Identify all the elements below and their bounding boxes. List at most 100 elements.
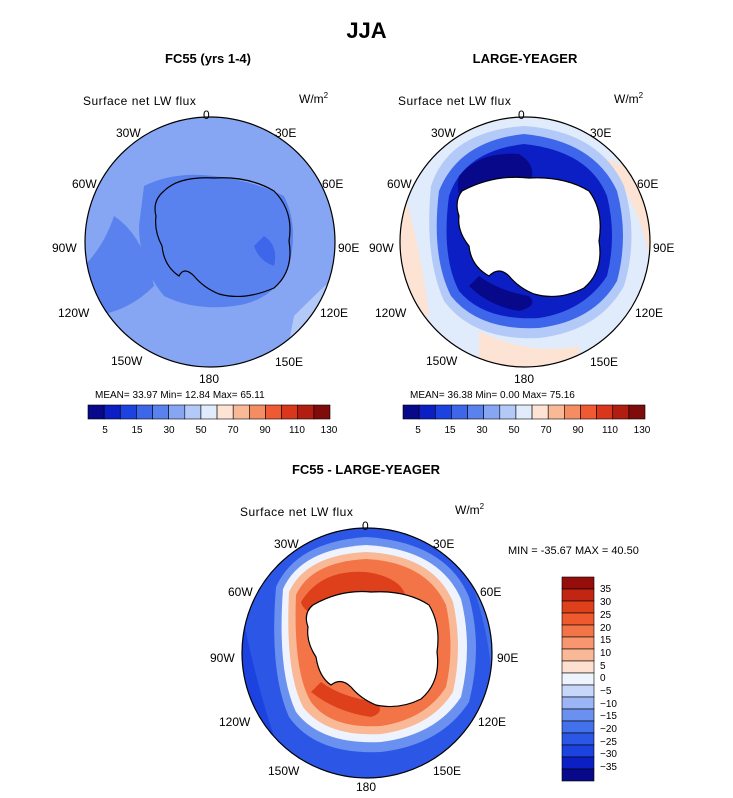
left-colorbar-tick: 110 xyxy=(289,425,305,436)
right-lon-label: 90W xyxy=(369,241,394,255)
bottom-units-label: W/m2 xyxy=(455,502,485,517)
right-colorbar-tick: 15 xyxy=(444,425,456,436)
left-lon-label: 150W xyxy=(111,354,143,368)
right-lon-label: 150E xyxy=(590,355,619,369)
bottom-lon-label: 150E xyxy=(433,764,462,778)
right-stats-label: MEAN= 36.38 Min= 0.00 Max= 75.16 xyxy=(410,390,575,401)
right-colorbar-tick: 90 xyxy=(572,425,584,436)
colorbar-swatch xyxy=(547,404,565,420)
bottom-variable-label: Surface net LW flux xyxy=(240,505,354,519)
right-units-label: W/m2 xyxy=(614,91,644,106)
left-stats-label: MEAN= 33.97 Min= 12.84 Max= 65.11 xyxy=(95,390,265,401)
right-lon-label: 120W xyxy=(375,306,407,320)
colorbar-swatch xyxy=(531,404,549,420)
left-lon-label: 30E xyxy=(275,126,297,140)
left-field-region xyxy=(139,174,293,308)
colorbar-swatch xyxy=(561,696,595,710)
left-lon-label: 90E xyxy=(338,241,360,255)
colorbar-swatch xyxy=(561,684,595,698)
colorbar-swatch xyxy=(561,600,595,614)
bottom-colorbar-tick: −35 xyxy=(600,762,617,773)
left-map-border xyxy=(84,116,336,368)
colorbar-swatch xyxy=(612,404,630,420)
bottom-colorbar-tick: 35 xyxy=(600,584,612,595)
bottom-stats-label: MIN = -35.67 MAX = 40.50 xyxy=(508,545,639,557)
colorbar-swatch xyxy=(119,404,137,420)
colorbar-swatch xyxy=(402,404,420,420)
left-colorbar xyxy=(87,404,331,420)
bottom-colorbar-tick: −10 xyxy=(600,699,617,710)
left-lon-label: 60W xyxy=(72,177,97,191)
left-polar-map xyxy=(84,116,336,368)
right-field-region xyxy=(479,331,579,367)
right-antarctica-masked xyxy=(457,177,601,297)
colorbar-swatch xyxy=(103,404,121,420)
left-colorbar-tick: 30 xyxy=(163,425,175,436)
bottom-lon-label: 30E xyxy=(433,537,455,551)
bottom-field-region xyxy=(311,682,380,717)
left-lon-label: 120E xyxy=(320,306,349,320)
right-lon-label: 150W xyxy=(426,354,458,368)
bottom-antarctica-masked xyxy=(306,591,438,707)
left-field-region xyxy=(114,131,284,176)
bottom-colorbar-tick: 5 xyxy=(600,661,606,672)
left-lon-label: 90W xyxy=(52,241,77,255)
colorbar-swatch xyxy=(561,720,595,734)
left-colorbar-tick: 90 xyxy=(259,425,271,436)
bottom-colorbar-tick: 15 xyxy=(600,635,612,646)
colorbar-swatch xyxy=(467,404,484,420)
bottom-map-border xyxy=(241,527,493,779)
right-variable-label: Surface net LW flux xyxy=(398,94,512,108)
left-lon-label: 30W xyxy=(116,126,141,140)
right-map-border xyxy=(399,116,651,368)
colorbar-swatch xyxy=(561,672,595,686)
bottom-lon-label: 30W xyxy=(274,537,299,551)
colorbar-swatch xyxy=(281,404,299,420)
right-lon-label: 180 xyxy=(514,372,535,386)
colorbar-swatch xyxy=(297,404,315,420)
bottom-lon-label: 60E xyxy=(480,585,502,599)
left-colorbar-tick: 15 xyxy=(131,425,143,436)
colorbar-swatch xyxy=(580,404,597,420)
left-antarctica-coastline xyxy=(154,177,291,298)
right-colorbar-tick: 70 xyxy=(540,425,552,436)
right-antarctica-coastline xyxy=(456,176,601,298)
bottom-polar-map xyxy=(241,527,493,779)
colorbar-swatch xyxy=(561,732,595,746)
bottom-colorbar-tick: −20 xyxy=(600,724,617,735)
colorbar-swatch xyxy=(265,404,282,420)
colorbar-swatch xyxy=(561,768,595,782)
bottom-colorbar-tick: −15 xyxy=(600,711,617,722)
right-colorbar-tick: 30 xyxy=(476,425,488,436)
left-colorbar-tick: 50 xyxy=(195,425,207,436)
bottom-colorbar-tick: −30 xyxy=(600,749,617,760)
colorbar-swatch xyxy=(628,404,646,420)
bottom-antarctica-coastline xyxy=(305,590,439,708)
colorbar-swatch xyxy=(87,404,105,420)
right-lon-label: 30E xyxy=(590,126,612,140)
colorbar-swatch xyxy=(418,404,436,420)
left-lon-label: 150E xyxy=(275,355,304,369)
colorbar-swatch xyxy=(561,708,595,722)
colorbar-swatch xyxy=(249,404,266,420)
colorbar-swatch xyxy=(561,756,595,770)
colorbar-swatch xyxy=(499,404,517,420)
bottom-colorbar-tick: −5 xyxy=(600,686,612,697)
colorbar-swatch xyxy=(216,404,234,420)
colorbar-swatch xyxy=(313,404,331,420)
bottom-lon-label: 150W xyxy=(268,764,300,778)
bottom-colorbar-tick: 10 xyxy=(600,648,612,659)
right-colorbar xyxy=(402,404,646,420)
bottom-lon-label: 180 xyxy=(356,780,377,794)
right-colorbar-tick: 130 xyxy=(633,425,651,436)
right-lon-label: 0 xyxy=(518,108,525,122)
colorbar-swatch xyxy=(561,612,595,626)
colorbar-swatch xyxy=(561,624,595,638)
colorbar-swatch xyxy=(200,404,218,420)
colorbar-swatch xyxy=(136,404,153,420)
bottom-colorbar xyxy=(561,576,595,782)
bottom-panel-title: FC55 - LARGE-YEAGER xyxy=(291,462,441,477)
bottom-lon-label: 90W xyxy=(210,651,235,665)
colorbar-swatch xyxy=(561,648,595,662)
bottom-colorbar-tick: −25 xyxy=(600,737,617,748)
